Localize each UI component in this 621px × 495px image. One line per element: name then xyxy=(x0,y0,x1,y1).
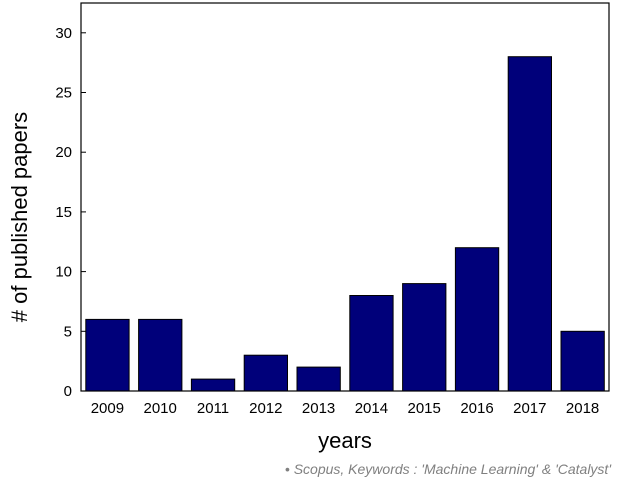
x-tick-label-2011: 2011 xyxy=(197,400,229,417)
bar-2013 xyxy=(296,366,341,392)
bar-2011 xyxy=(190,378,236,392)
x-tick-label-2015: 2015 xyxy=(408,400,441,417)
y-tick-label-30: 30 xyxy=(55,25,72,42)
x-ticks-group: 2009 2010 2011 2012 2013 2014 2015 2016 2017 2018 xyxy=(91,400,600,417)
y-tick-label-5: 5 xyxy=(64,323,72,340)
bar-2014 xyxy=(349,295,394,392)
x-tick-label-2010: 2010 xyxy=(144,400,177,417)
y-axis-title: # of published papers xyxy=(7,112,32,322)
x-tick-label-2017: 2017 xyxy=(513,400,546,417)
bar-2009 xyxy=(85,318,130,392)
x-tick-label-2013: 2013 xyxy=(302,400,335,417)
bar-2017 xyxy=(507,56,553,392)
y-tick-label-15: 15 xyxy=(55,204,72,221)
source-note: • Scopus, Keywords : 'Machine Learning' … xyxy=(285,461,612,477)
bar-2010 xyxy=(138,318,183,392)
bars-group xyxy=(85,56,605,392)
y-tick-label-25: 25 xyxy=(55,85,72,102)
bar-2016 xyxy=(454,247,500,392)
y-tick-label-0: 0 xyxy=(64,383,72,400)
y-tick-label-20: 20 xyxy=(55,144,72,161)
x-tick-label-2014: 2014 xyxy=(355,400,388,417)
x-tick-label-2016: 2016 xyxy=(460,400,493,417)
y-tick-label-10: 10 xyxy=(55,264,72,281)
x-tick-label-2012: 2012 xyxy=(249,400,282,417)
plot-frame xyxy=(80,2,610,392)
x-axis-title: years xyxy=(318,428,372,453)
y-ticks-group: 0 5 10 15 20 25 30 xyxy=(55,25,86,400)
bar-2015 xyxy=(402,283,447,392)
x-tick-label-2009: 2009 xyxy=(91,400,124,417)
bar-2012 xyxy=(243,354,288,392)
bar-2018 xyxy=(560,330,605,392)
x-tick-label-2018: 2018 xyxy=(566,400,599,417)
